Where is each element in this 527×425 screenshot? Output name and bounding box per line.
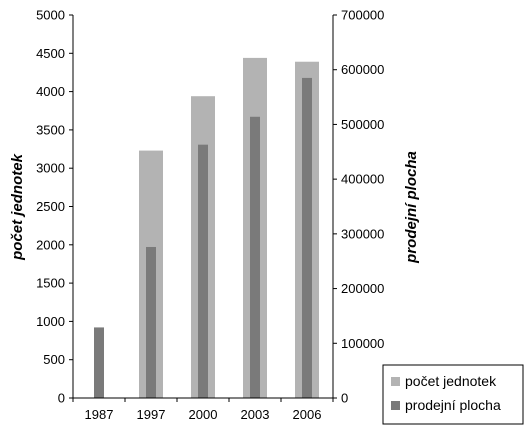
legend-box	[382, 364, 524, 425]
left-tick-label-3000: 3000	[36, 161, 65, 176]
left-tick-label-500: 500	[43, 352, 65, 367]
legend-swatch-pocet-jednotek	[391, 377, 400, 386]
left-axis-title: počet jednotek	[9, 153, 26, 261]
legend-swatch-prodejni-plocha	[391, 401, 400, 410]
x-tick-label-2000: 2000	[189, 407, 218, 422]
legend: počet jednotek prodejní plocha	[382, 364, 524, 425]
left-tick-label-5000: 5000	[36, 8, 65, 23]
left-tick-label-1000: 1000	[36, 314, 65, 329]
bar-prodejni-plocha-1997	[146, 246, 156, 398]
bar-prodejni-plocha-2003	[250, 116, 260, 399]
right-axis-title: prodejní plocha	[403, 151, 420, 264]
x-ticks: 1987 1997 2000 2003 2006	[72, 398, 334, 422]
left-tick-label-1500: 1500	[36, 276, 65, 291]
bars-group	[94, 57, 319, 399]
right-tick-label-200000: 200000	[341, 281, 384, 296]
x-tick-label-2006: 2006	[293, 407, 322, 422]
x-tick-label-1987: 1987	[85, 407, 114, 422]
right-tick-label-500000: 500000	[341, 117, 384, 132]
legend-label-prodejni-plocha: prodejní plocha	[405, 397, 501, 413]
right-tick-label-100000: 100000	[341, 336, 384, 351]
right-tick-label-400000: 400000	[341, 172, 384, 187]
left-tick-label-2500: 2500	[36, 199, 65, 214]
left-tick-label-4500: 4500	[36, 46, 65, 61]
bar-prodejni-plocha-2006	[302, 77, 312, 399]
bar-prodejni-plocha-1987	[94, 327, 104, 398]
right-tick-label-600000: 600000	[341, 62, 384, 77]
right-tick-label-0: 0	[341, 391, 348, 406]
right-tick-label-700000: 700000	[341, 8, 384, 23]
bar-prodejni-plocha-2000	[198, 144, 208, 398]
legend-label-pocet-jednotek: počet jednotek	[405, 373, 497, 389]
left-y-ticks: 0 500 1000 1500 2000 2500 3000 3500 4000 4500 5000	[36, 8, 73, 406]
left-tick-label-2000: 2000	[36, 237, 65, 252]
left-tick-label-0: 0	[58, 391, 65, 406]
left-tick-label-4000: 4000	[36, 84, 65, 99]
x-tick-label-2003: 2003	[241, 407, 270, 422]
left-tick-label-3500: 3500	[36, 122, 65, 137]
right-y-ticks: 0 100000 200000 300000 400000 500000 600000 700…	[333, 8, 384, 406]
right-tick-label-300000: 300000	[341, 226, 384, 241]
x-tick-label-1997: 1997	[137, 407, 166, 422]
